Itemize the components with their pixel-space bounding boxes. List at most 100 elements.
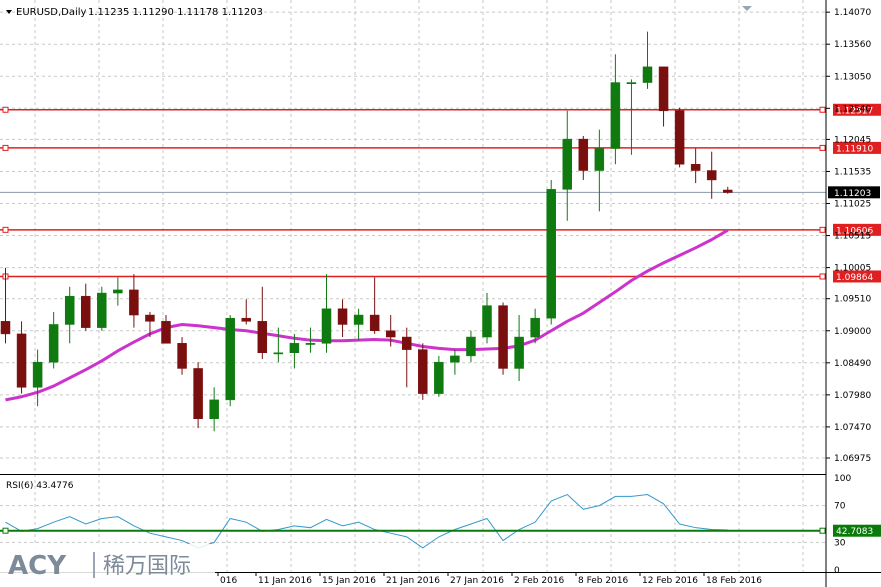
ohlc-values: 1.11235 1.11290 1.11178 1.11203 xyxy=(88,7,263,18)
candle xyxy=(466,330,476,363)
candle xyxy=(369,277,380,334)
candle xyxy=(353,308,364,341)
candle xyxy=(48,311,59,369)
candle xyxy=(562,110,572,221)
candle xyxy=(610,54,621,165)
candle xyxy=(658,66,669,127)
candle xyxy=(434,355,444,397)
rsi-label: RSI(6) 43.4776 xyxy=(6,481,74,491)
price-tick-label: 1.09000 xyxy=(834,327,871,337)
candle xyxy=(514,315,524,382)
date-tick-label: 15 Jan 2016 xyxy=(322,576,376,586)
rsi-level-label: 42.7083 xyxy=(836,527,873,537)
candle xyxy=(289,333,300,369)
candle xyxy=(64,286,75,344)
horizontal-levels[interactable]: 1.12517 1.11910 1.10606 1.09864 1.11203 xyxy=(0,103,881,283)
shift-marker-icon[interactable] xyxy=(742,6,752,11)
candle xyxy=(337,299,348,338)
candle xyxy=(257,286,268,360)
rsi-pane: 100 70 30 0 42.7083 xyxy=(0,474,881,576)
symbol-label: EURUSD,Daily xyxy=(16,7,87,18)
chart-header: EURUSD,Daily 1.11235 1.11290 1.11178 1.1… xyxy=(6,6,752,18)
candle xyxy=(273,327,284,363)
candle xyxy=(530,308,540,344)
price-tick-label: 1.12540 xyxy=(834,104,871,114)
rsi-level-line[interactable]: 42.7083 xyxy=(0,524,881,538)
candle xyxy=(482,293,492,344)
date-tick-label: 2 Feb 2016 xyxy=(514,576,565,586)
candle xyxy=(16,321,27,394)
logo-chinese-text: 稀万国际 xyxy=(103,554,191,579)
candle xyxy=(161,315,171,344)
date-tick-label: 016 xyxy=(220,576,237,586)
price-tick-label: 1.07470 xyxy=(834,423,871,433)
candle xyxy=(418,343,428,400)
price-tick-label: 1.12045 xyxy=(834,135,871,145)
rsi-tick-label: 0 xyxy=(834,566,840,576)
price-tick-label: 1.10515 xyxy=(834,232,871,242)
level-line[interactable]: 1.12517 xyxy=(0,103,881,117)
logo-brand-text: ACY xyxy=(8,551,67,581)
current-price-label: 1.11203 xyxy=(834,189,871,199)
level-price-label: 1.12517 xyxy=(836,106,873,116)
candle xyxy=(690,148,701,184)
candle xyxy=(642,31,653,89)
candle xyxy=(402,327,412,388)
candle xyxy=(225,315,235,407)
candle xyxy=(321,274,332,353)
date-tick-label: 27 Jan 2016 xyxy=(450,576,504,586)
level-price-label: 1.11910 xyxy=(836,144,873,154)
candle xyxy=(723,186,733,194)
dropdown-triangle-icon[interactable] xyxy=(6,10,12,14)
level-line[interactable]: 1.11910 xyxy=(0,141,881,155)
candle xyxy=(145,311,155,338)
date-tick-label: 18 Feb 2016 xyxy=(706,576,762,586)
candle xyxy=(385,315,396,347)
price-tick-label: 1.08490 xyxy=(834,359,871,369)
candle xyxy=(81,283,91,331)
moving-average xyxy=(5,228,729,402)
candle xyxy=(626,79,637,155)
candle xyxy=(706,151,717,199)
price-tick-label: 1.13560 xyxy=(834,40,871,50)
candlesticks xyxy=(0,31,733,432)
price-tick-label: 1.14070 xyxy=(834,8,871,18)
candle xyxy=(209,387,219,432)
price-tick-label: 1.09510 xyxy=(834,295,871,305)
candle xyxy=(97,286,107,331)
candle xyxy=(193,362,203,429)
brand-logo: ACY 稀万国际 xyxy=(0,544,215,587)
date-tick-label: 8 Feb 2016 xyxy=(578,576,629,586)
date-tick-label: 21 Jan 2016 xyxy=(386,576,440,586)
date-tick-label: 12 Feb 2016 xyxy=(642,576,698,586)
price-tick-label: 1.11535 xyxy=(834,167,871,177)
candle xyxy=(113,277,123,306)
price-tick-label: 1.13050 xyxy=(834,72,871,82)
candle xyxy=(305,327,316,353)
candle xyxy=(177,337,187,375)
candle xyxy=(241,299,251,325)
candle xyxy=(674,107,685,168)
date-tick-label: 11 Jan 2016 xyxy=(258,576,312,586)
candle xyxy=(32,349,43,407)
level-line[interactable]: 1.10606 xyxy=(0,223,881,237)
candle xyxy=(498,302,508,375)
rsi-line xyxy=(5,493,728,549)
level-price-label: 1.10606 xyxy=(836,226,873,236)
candle xyxy=(129,274,139,328)
price-tick-label: 1.11025 xyxy=(834,200,871,210)
price-tick-label: 1.10005 xyxy=(834,264,871,274)
rsi-tick-label: 70 xyxy=(834,502,846,512)
ma-line xyxy=(5,228,729,402)
candle xyxy=(450,349,460,375)
price-tick-label: 1.07980 xyxy=(834,391,871,401)
candle xyxy=(578,135,589,180)
candle xyxy=(0,267,11,344)
candle xyxy=(594,129,605,212)
level-price-label: 1.09864 xyxy=(836,273,873,283)
rsi-tick-label: 100 xyxy=(834,474,851,484)
